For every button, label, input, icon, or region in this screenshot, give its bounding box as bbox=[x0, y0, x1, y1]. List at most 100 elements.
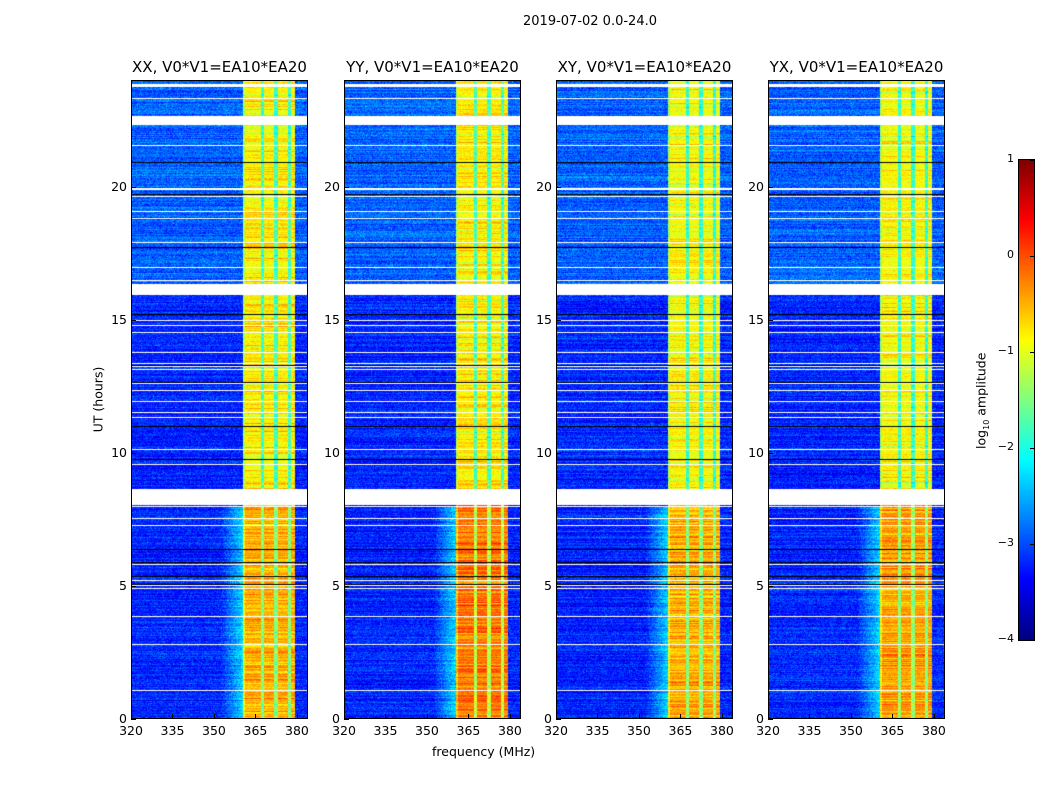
y-tick bbox=[344, 186, 349, 188]
y-tick bbox=[131, 452, 136, 454]
panel-title: XY, V0*V1=EA10*EA20 bbox=[557, 58, 732, 76]
y-tick bbox=[556, 585, 561, 587]
x-tick bbox=[509, 714, 511, 719]
y-tick bbox=[344, 452, 349, 454]
y-tick bbox=[768, 585, 773, 587]
y-tick-label: 0 bbox=[119, 711, 127, 726]
x-tick bbox=[255, 714, 257, 719]
x-tick-label: 380 bbox=[285, 723, 309, 738]
y-tick bbox=[131, 186, 136, 188]
x-tick-label: 350 bbox=[839, 723, 863, 738]
y-tick-label: 10 bbox=[324, 444, 340, 460]
x-tick bbox=[768, 714, 769, 719]
y-tick bbox=[768, 186, 773, 188]
x-tick bbox=[385, 714, 387, 719]
y-tick-label: 10 bbox=[536, 444, 552, 460]
y-tick bbox=[131, 319, 136, 321]
y-tick-label: 5 bbox=[756, 577, 764, 593]
figure-title: 2019-07-02 0.0-24.0 bbox=[523, 14, 657, 29]
x-tick-label: 320 bbox=[119, 723, 143, 738]
heatmap-cells bbox=[557, 81, 732, 718]
colorbar-label-sub: 10 bbox=[981, 419, 991, 430]
colorbar-tick-label: −1 bbox=[997, 344, 1014, 357]
y-tick-label: 20 bbox=[111, 178, 127, 194]
x-tick-label: 350 bbox=[415, 723, 439, 738]
x-tick-label: 350 bbox=[627, 723, 651, 738]
x-tick-label: 380 bbox=[710, 723, 734, 738]
y-tick bbox=[768, 719, 773, 720]
y-tick-label: 15 bbox=[111, 311, 127, 327]
y-tick-label: 0 bbox=[332, 711, 340, 726]
x-tick bbox=[426, 714, 428, 719]
colorbar-tick bbox=[1030, 256, 1034, 257]
x-tick bbox=[296, 714, 298, 719]
y-tick bbox=[556, 452, 561, 454]
x-tick bbox=[172, 714, 174, 719]
y-tick-label: 15 bbox=[324, 311, 340, 327]
heatmap-panel bbox=[131, 80, 308, 719]
colorbar-label: log10 amplitude bbox=[973, 351, 991, 451]
x-tick-label: 365 bbox=[880, 723, 905, 738]
heatmap-panel bbox=[768, 80, 945, 719]
colorbar-tick-label: 0 bbox=[1007, 248, 1014, 261]
y-tick bbox=[344, 585, 349, 587]
x-tick-label: 320 bbox=[756, 723, 780, 738]
y-tick-label: 10 bbox=[111, 444, 127, 460]
y-tick-label: 10 bbox=[748, 444, 764, 460]
x-tick bbox=[933, 714, 935, 719]
x-tick bbox=[809, 714, 811, 719]
x-tick bbox=[721, 714, 723, 719]
y-tick-label: 0 bbox=[756, 711, 764, 726]
x-tick-label: 320 bbox=[544, 723, 568, 738]
colorbar-label-rest: amplitude bbox=[973, 352, 989, 420]
colorbar bbox=[1018, 159, 1035, 641]
y-tick-label: 20 bbox=[536, 178, 552, 194]
x-tick-label: 350 bbox=[202, 723, 226, 738]
x-tick-label: 380 bbox=[498, 723, 522, 738]
x-tick-label: 335 bbox=[585, 723, 610, 738]
y-tick bbox=[556, 319, 561, 321]
x-tick bbox=[680, 714, 682, 719]
y-tick-label: 15 bbox=[748, 311, 764, 327]
x-tick bbox=[850, 714, 852, 719]
y-tick-label: 0 bbox=[544, 711, 552, 726]
colorbar-tick bbox=[1030, 352, 1034, 353]
x-tick-label: 320 bbox=[332, 723, 356, 738]
x-tick bbox=[638, 714, 640, 719]
y-tick-label: 20 bbox=[324, 178, 340, 194]
colorbar-tick bbox=[1030, 640, 1034, 641]
heatmap-cells bbox=[769, 81, 944, 718]
x-axis-label: frequency (MHz) bbox=[432, 744, 536, 759]
y-tick bbox=[556, 719, 561, 720]
x-tick bbox=[131, 714, 132, 719]
y-tick bbox=[131, 585, 136, 587]
y-tick-label: 5 bbox=[119, 577, 127, 593]
colorbar-gradient bbox=[1019, 160, 1034, 640]
panel-title: YY, V0*V1=EA10*EA20 bbox=[346, 58, 519, 76]
x-tick bbox=[892, 714, 894, 719]
panel-title: YX, V0*V1=EA10*EA20 bbox=[769, 58, 944, 76]
heatmap-cells bbox=[132, 81, 307, 718]
y-tick bbox=[768, 452, 773, 454]
y-tick bbox=[556, 186, 561, 188]
colorbar-tick bbox=[1030, 448, 1034, 449]
x-tick-label: 365 bbox=[668, 723, 693, 738]
x-tick-label: 365 bbox=[456, 723, 481, 738]
y-tick-label: 5 bbox=[544, 577, 552, 593]
panel-title: XX, V0*V1=EA10*EA20 bbox=[132, 58, 307, 76]
x-tick bbox=[556, 714, 557, 719]
colorbar-tick-label: −3 bbox=[997, 536, 1014, 549]
x-tick-label: 335 bbox=[160, 723, 185, 738]
y-tick bbox=[344, 319, 349, 321]
x-tick bbox=[597, 714, 599, 719]
y-tick-label: 20 bbox=[748, 178, 764, 194]
y-tick-label: 15 bbox=[536, 311, 552, 327]
y-tick bbox=[131, 719, 136, 720]
x-tick bbox=[468, 714, 470, 719]
heatmap-panel bbox=[344, 80, 521, 719]
y-tick bbox=[768, 319, 773, 321]
colorbar-tick-label: 1 bbox=[1007, 152, 1014, 165]
x-tick bbox=[213, 714, 215, 719]
y-tick-label: 5 bbox=[332, 577, 340, 593]
